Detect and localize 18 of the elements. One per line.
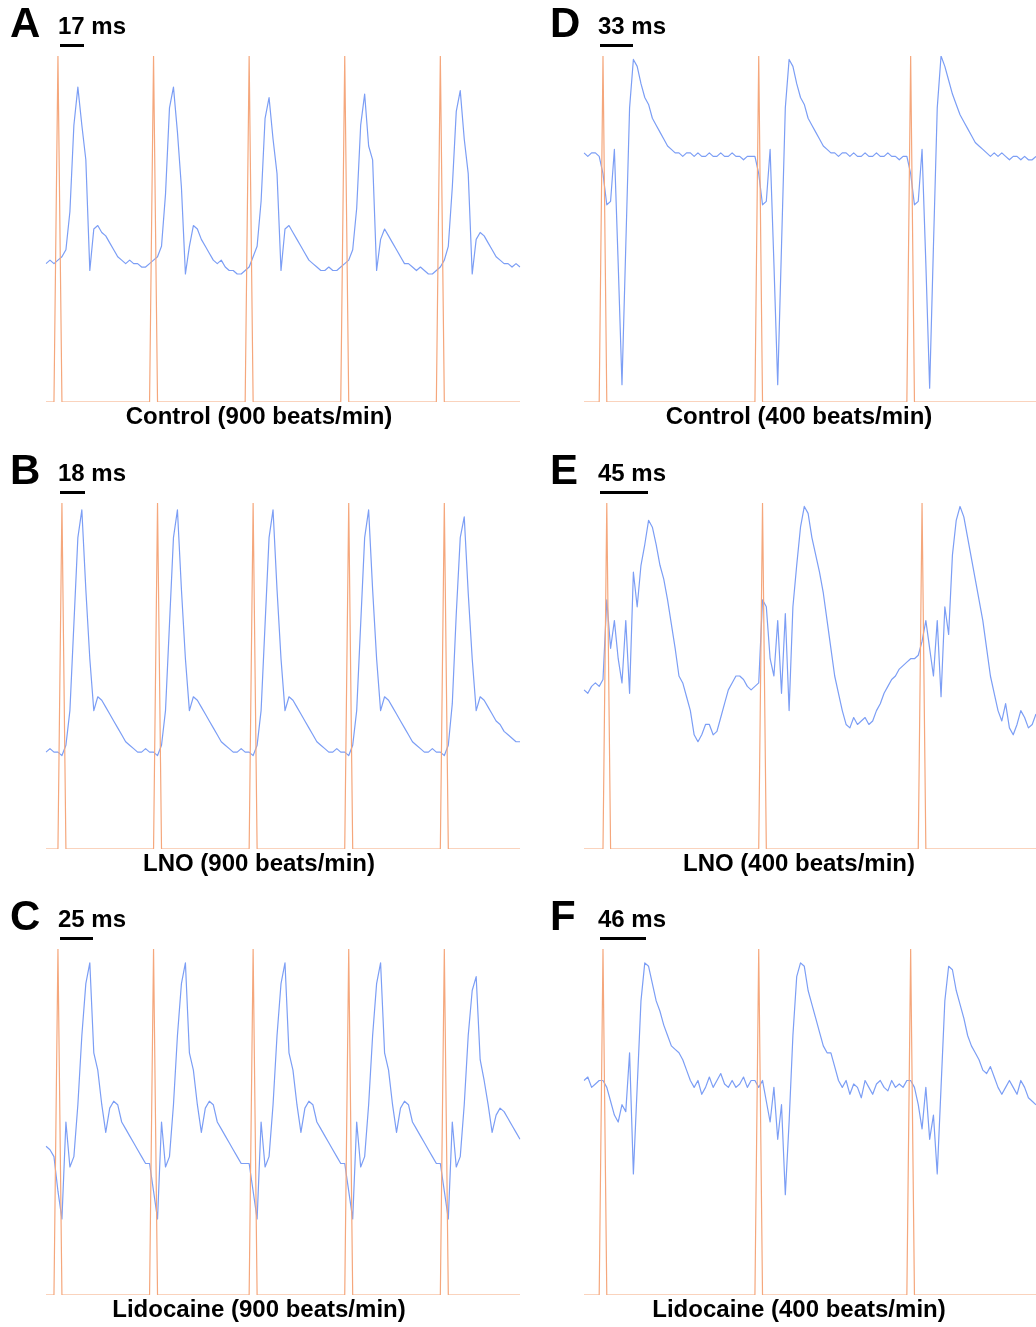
text: 33 ms	[598, 12, 667, 39]
x-axis-title: Lidocaine (900 beats/min)	[111, 1295, 407, 1323]
text: 46 ms	[598, 905, 667, 932]
x-axis-title: LNO (900 beats/min)	[141, 849, 377, 877]
chart-title: D	[550, 0, 581, 46]
text: 17 ms	[58, 12, 127, 39]
x-axis-title: Control (400 beats/min)	[664, 402, 934, 430]
chart-title: B	[10, 446, 41, 493]
x-axis-title: Lidocaine (400 beats/min)	[651, 1295, 947, 1323]
x-axis-title: LNO (400 beats/min)	[681, 849, 917, 877]
text: 45 ms	[598, 459, 667, 486]
chart-title: A	[10, 0, 41, 46]
chart-title: F	[550, 892, 576, 939]
chart-title: E	[550, 446, 579, 493]
chart-title: C	[10, 892, 41, 939]
text: 25 ms	[58, 905, 127, 932]
text: 18 ms	[58, 459, 127, 486]
x-axis-title: Control (900 beats/min)	[124, 402, 394, 430]
